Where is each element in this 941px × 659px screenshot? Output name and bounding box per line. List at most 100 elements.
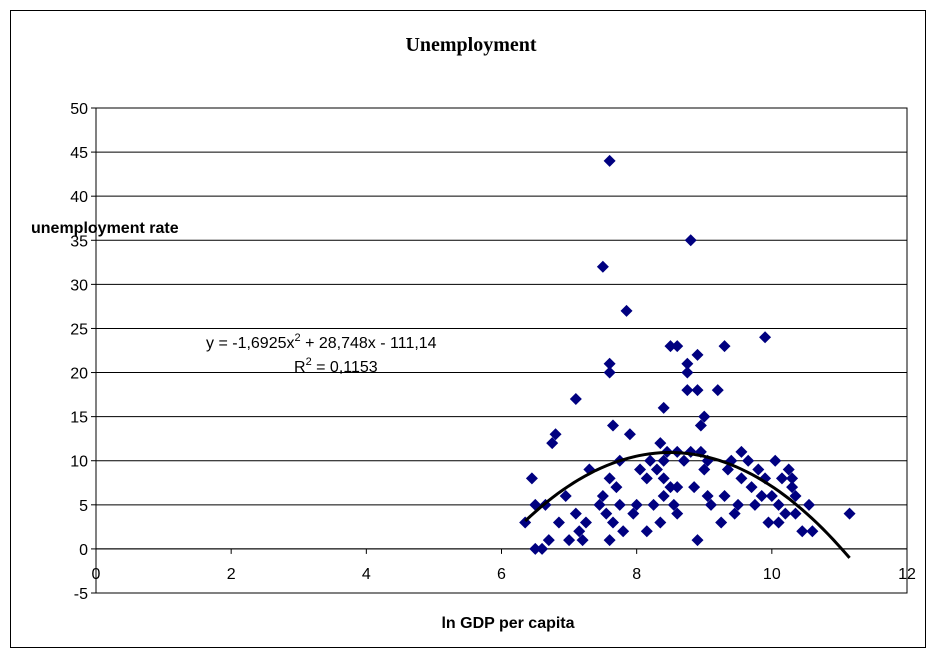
data-point: [691, 384, 704, 397]
data-point: [803, 498, 816, 511]
data-point: [617, 525, 630, 538]
data-point: [681, 357, 694, 370]
data-point: [657, 454, 670, 467]
data-point: [718, 340, 731, 353]
trendline-equation: y = -1,6925x2 + 28,748x - 111,14: [206, 332, 437, 352]
y-tick-label: 0: [79, 542, 88, 559]
data-point: [688, 481, 701, 494]
data-point: [610, 481, 623, 494]
data-point: [796, 525, 809, 538]
equation-superscript: 2: [295, 332, 301, 344]
data-point: [721, 463, 734, 476]
data-point: [671, 481, 684, 494]
data-point: [657, 472, 670, 485]
data-point: [657, 401, 670, 414]
r2-superscript: 2: [306, 356, 312, 368]
data-point: [634, 463, 647, 476]
y-tick-labels: -5 0 5 10 15 20 25 30 35 40 45 50: [70, 101, 88, 603]
data-point: [603, 366, 616, 379]
data-point: [715, 516, 728, 529]
data-point: [613, 498, 626, 511]
data-point: [603, 534, 616, 547]
data-point: [654, 437, 667, 450]
data-point: [775, 472, 788, 485]
data-point: [843, 507, 856, 520]
data-point: [728, 507, 741, 520]
data-point: [742, 454, 755, 467]
data-point: [576, 534, 589, 547]
data-point: [748, 498, 761, 511]
data-point: [772, 516, 785, 529]
x-tick-label: 2: [227, 566, 236, 583]
data-point: [620, 304, 633, 317]
x-tick-label: 10: [763, 566, 781, 583]
y-tick-label: 30: [70, 277, 88, 294]
y-axis-label: unemployment rate: [31, 220, 179, 237]
data-point: [603, 154, 616, 167]
data-point: [698, 410, 711, 423]
data-point: [681, 366, 694, 379]
data-point: [735, 472, 748, 485]
y-tick-label: 50: [70, 101, 88, 118]
data-point: [603, 472, 616, 485]
y-tick-label: 25: [70, 321, 88, 338]
y-tick-label: 20: [70, 366, 88, 383]
data-point: [684, 234, 697, 247]
x-axis-label: ln GDP per capita: [441, 615, 574, 632]
x-tick-labels: 0 2 4 6 8 10 12: [92, 566, 916, 583]
data-point: [596, 490, 609, 502]
data-point: [677, 454, 690, 467]
data-point: [640, 525, 653, 538]
data-point: [667, 498, 680, 511]
data-point: [657, 490, 670, 502]
data-point: [752, 463, 765, 476]
data-point: [789, 490, 802, 502]
y-tick-label: -5: [74, 586, 88, 603]
data-point: [542, 534, 555, 547]
data-point: [563, 534, 576, 547]
data-point: [759, 331, 772, 344]
data-point: [786, 472, 799, 485]
data-point: [701, 490, 714, 502]
x-tick-label: 0: [92, 566, 101, 583]
data-point: [755, 490, 768, 502]
data-point: [765, 490, 778, 502]
data-point: [529, 542, 542, 555]
data-point: [745, 481, 758, 494]
data-point: [573, 525, 586, 538]
data-point: [607, 419, 620, 432]
data-point: [640, 472, 653, 485]
data-point: [549, 428, 562, 441]
data-point: [579, 516, 592, 529]
data-points: [519, 154, 856, 555]
data-point: [691, 348, 704, 361]
data-point: [603, 357, 616, 370]
data-point: [769, 454, 782, 467]
data-point: [718, 490, 731, 502]
x-tick-label: 8: [632, 566, 641, 583]
data-point: [664, 481, 677, 494]
data-point: [600, 507, 613, 520]
x-tick-label: 4: [362, 566, 371, 583]
y-tick-label: 45: [70, 145, 88, 162]
data-point: [732, 498, 745, 511]
trendline: [524, 451, 851, 559]
data-point: [536, 542, 549, 555]
data-point: [691, 534, 704, 547]
plot-area-border: [95, 107, 908, 594]
data-point: [671, 340, 684, 353]
data-point: [607, 516, 620, 529]
data-point: [711, 384, 724, 397]
data-point: [630, 498, 643, 511]
data-point: [786, 481, 799, 494]
data-point: [671, 507, 684, 520]
data-point: [681, 384, 694, 397]
equation-prefix: y = -1,6925x: [206, 335, 295, 352]
x-tick-label: 6: [497, 566, 506, 583]
data-point: [789, 507, 802, 520]
y-tick-label: 10: [70, 454, 88, 471]
data-point: [782, 463, 795, 476]
data-point: [664, 340, 677, 353]
data-point: [779, 507, 792, 520]
